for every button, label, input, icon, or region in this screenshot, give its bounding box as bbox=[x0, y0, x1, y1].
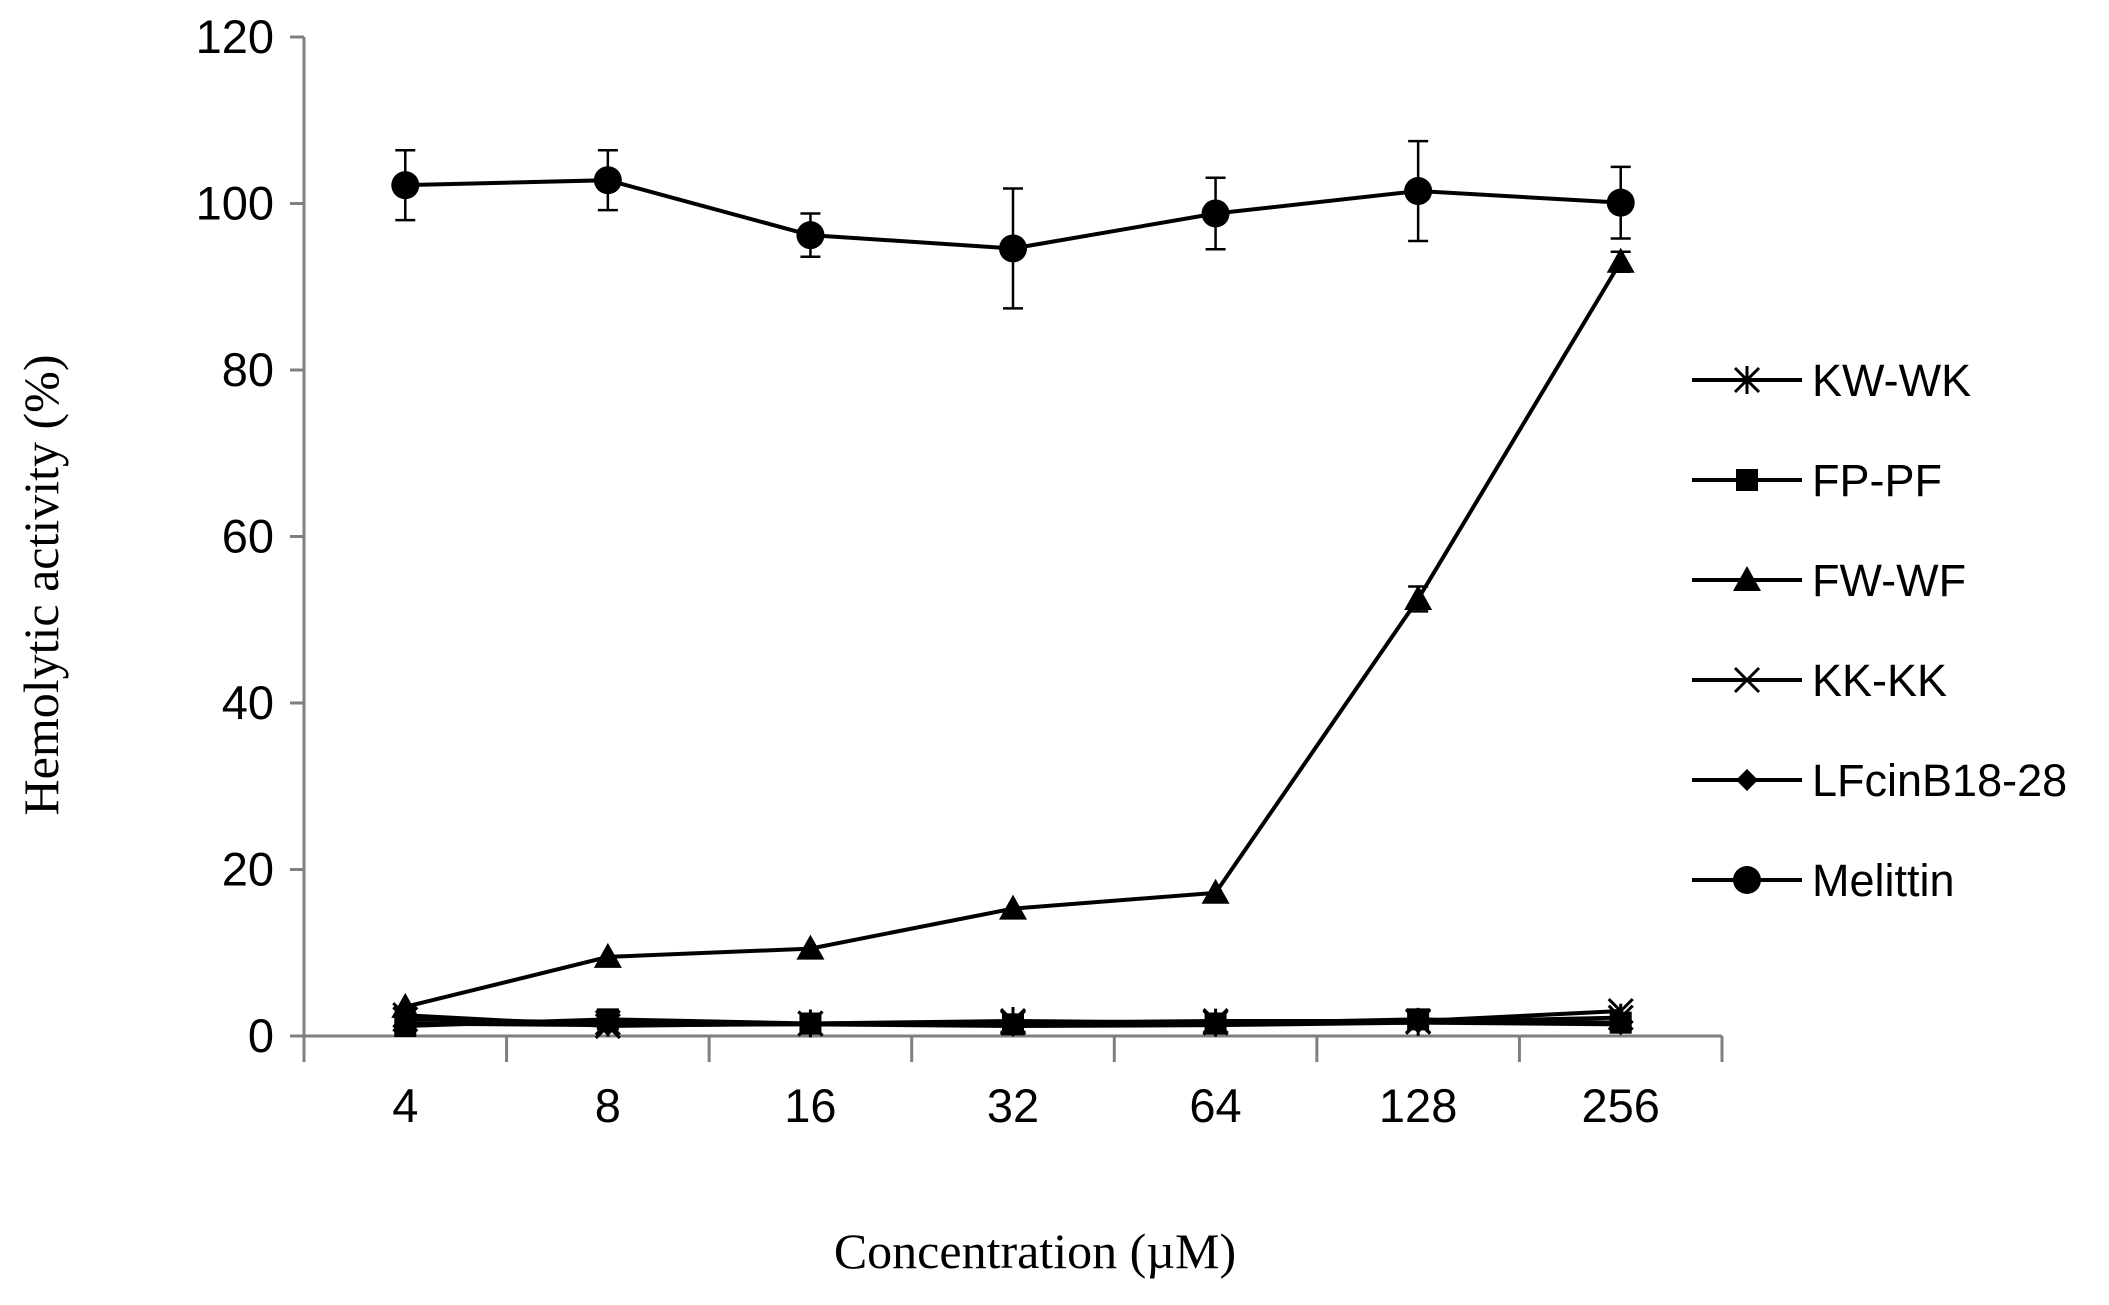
data-point-melittin bbox=[999, 234, 1027, 263]
legend-item-fw-wf: FW-WF bbox=[1692, 555, 1966, 606]
legend-item-lfcinb18-28: LFcinB18-28 bbox=[1692, 755, 2067, 806]
circle-marker-shape bbox=[593, 166, 622, 195]
circle-marker-shape bbox=[796, 221, 825, 250]
circle-marker-shape bbox=[1201, 199, 1230, 228]
legend-label: Melittin bbox=[1812, 855, 1955, 906]
data-point-fw-wf bbox=[391, 992, 420, 1018]
data-point-melittin bbox=[1606, 188, 1635, 217]
data-point-fw-wf bbox=[1606, 247, 1635, 273]
diamond-marker-shape bbox=[1002, 1015, 1024, 1038]
triangle-marker-shape bbox=[999, 894, 1027, 920]
cross-marker-stroke bbox=[1733, 666, 1761, 694]
circle-marker-shape bbox=[1404, 177, 1433, 206]
x-tick-label: 64 bbox=[1189, 1079, 1241, 1132]
data-point-fw-wf bbox=[999, 894, 1027, 920]
legend: KW-WK FP-PF FW-WF KK-KK LFcinB18-28 Melittin bbox=[1692, 355, 2067, 906]
legend-item-kw-wk: KW-WK bbox=[1692, 355, 1971, 406]
data-point-fw-wf bbox=[593, 942, 622, 968]
legend-label: KW-WK bbox=[1812, 355, 1971, 406]
legend-marker bbox=[1733, 866, 1761, 894]
diamond-marker-shape bbox=[1736, 769, 1758, 791]
y-tick-label: 120 bbox=[196, 10, 274, 63]
x-axis-title: Concentration (µM) bbox=[834, 1223, 1236, 1279]
legend-marker bbox=[1733, 366, 1761, 394]
data-point-melittin bbox=[1404, 177, 1433, 206]
triangle-marker-shape bbox=[1733, 566, 1761, 591]
legend-label: FW-WF bbox=[1812, 555, 1966, 606]
y-axis-ticks: 0 20 40 60 80 100 120 bbox=[196, 10, 304, 1062]
triangle-marker-shape bbox=[1606, 247, 1635, 273]
legend-marker bbox=[1736, 469, 1758, 491]
legend-item-melittin: Melittin bbox=[1692, 855, 1955, 906]
axes bbox=[302, 37, 1722, 1038]
legend-item-kk-kk: KK-KK bbox=[1692, 655, 1947, 706]
y-tick-label: 100 bbox=[196, 177, 274, 230]
circle-marker-shape bbox=[999, 234, 1027, 263]
legend-marker bbox=[1733, 566, 1761, 591]
circle-marker-shape bbox=[391, 171, 420, 200]
legend-label: FP-PF bbox=[1812, 455, 1942, 506]
series-layer bbox=[391, 139, 1635, 1040]
series-fw-wf bbox=[391, 247, 1635, 1018]
diamond-marker-shape bbox=[394, 1012, 417, 1035]
x-tick-label: 32 bbox=[987, 1079, 1039, 1132]
y-tick-label: 60 bbox=[222, 510, 274, 563]
circle-marker-shape bbox=[1606, 188, 1635, 217]
data-point-lfcinb18-28 bbox=[799, 1013, 822, 1036]
data-point-lfcinb18-28 bbox=[1204, 1014, 1227, 1037]
circle-marker-shape bbox=[1733, 866, 1761, 894]
y-axis-title: Hemolytic activity (%) bbox=[13, 355, 69, 816]
x-tick-label: 16 bbox=[784, 1079, 836, 1132]
data-point-fw-wf bbox=[796, 934, 825, 960]
data-point-melittin bbox=[796, 221, 825, 250]
legend-item-fp-pf: FP-PF bbox=[1692, 455, 1942, 506]
data-point-kk-kk bbox=[1607, 997, 1634, 1025]
triangle-marker-shape bbox=[593, 942, 622, 968]
diamond-marker-shape bbox=[799, 1013, 822, 1036]
series-melittin bbox=[391, 139, 1635, 310]
legend-label: KK-KK bbox=[1812, 655, 1947, 706]
y-tick-label: 80 bbox=[222, 343, 274, 396]
legend-label: LFcinB18-28 bbox=[1812, 755, 2067, 806]
data-point-lfcinb18-28 bbox=[596, 1014, 619, 1037]
data-point-melittin bbox=[391, 171, 420, 200]
legend-marker bbox=[1736, 769, 1758, 791]
y-tick-label: 0 bbox=[248, 1009, 274, 1062]
cross-marker-stroke bbox=[1607, 997, 1634, 1025]
diamond-marker-shape bbox=[1204, 1014, 1227, 1037]
data-point-lfcinb18-28 bbox=[394, 1012, 417, 1035]
diamond-marker-shape bbox=[1609, 1013, 1632, 1036]
triangle-marker-shape bbox=[1201, 878, 1230, 904]
y-tick-label: 40 bbox=[222, 676, 274, 729]
x-tick-label: 4 bbox=[392, 1079, 418, 1132]
data-point-melittin bbox=[1201, 199, 1230, 228]
series-lfcinb18-28 bbox=[394, 1011, 1632, 1038]
data-point-lfcinb18-28 bbox=[1002, 1015, 1024, 1038]
legend-marker bbox=[1733, 666, 1761, 694]
y-tick-label: 20 bbox=[222, 843, 274, 896]
x-tick-label: 8 bbox=[595, 1079, 621, 1132]
data-point-fw-wf bbox=[1404, 584, 1433, 610]
square-marker-shape bbox=[1736, 469, 1758, 491]
triangle-marker-shape bbox=[796, 934, 825, 960]
diamond-marker-shape bbox=[1407, 1011, 1430, 1034]
triangle-marker-shape bbox=[1404, 584, 1433, 610]
data-point-lfcinb18-28 bbox=[1609, 1013, 1632, 1036]
data-point-melittin bbox=[593, 166, 622, 195]
data-point-lfcinb18-28 bbox=[1407, 1011, 1430, 1034]
x-tick-label: 128 bbox=[1379, 1079, 1457, 1132]
data-point-fw-wf bbox=[1201, 878, 1230, 904]
triangle-marker-shape bbox=[391, 992, 420, 1018]
x-tick-label: 256 bbox=[1582, 1079, 1660, 1132]
diamond-marker-shape bbox=[596, 1014, 619, 1037]
x-axis-ticks: 4 8 16 32 64 128 256 bbox=[302, 1036, 1724, 1132]
